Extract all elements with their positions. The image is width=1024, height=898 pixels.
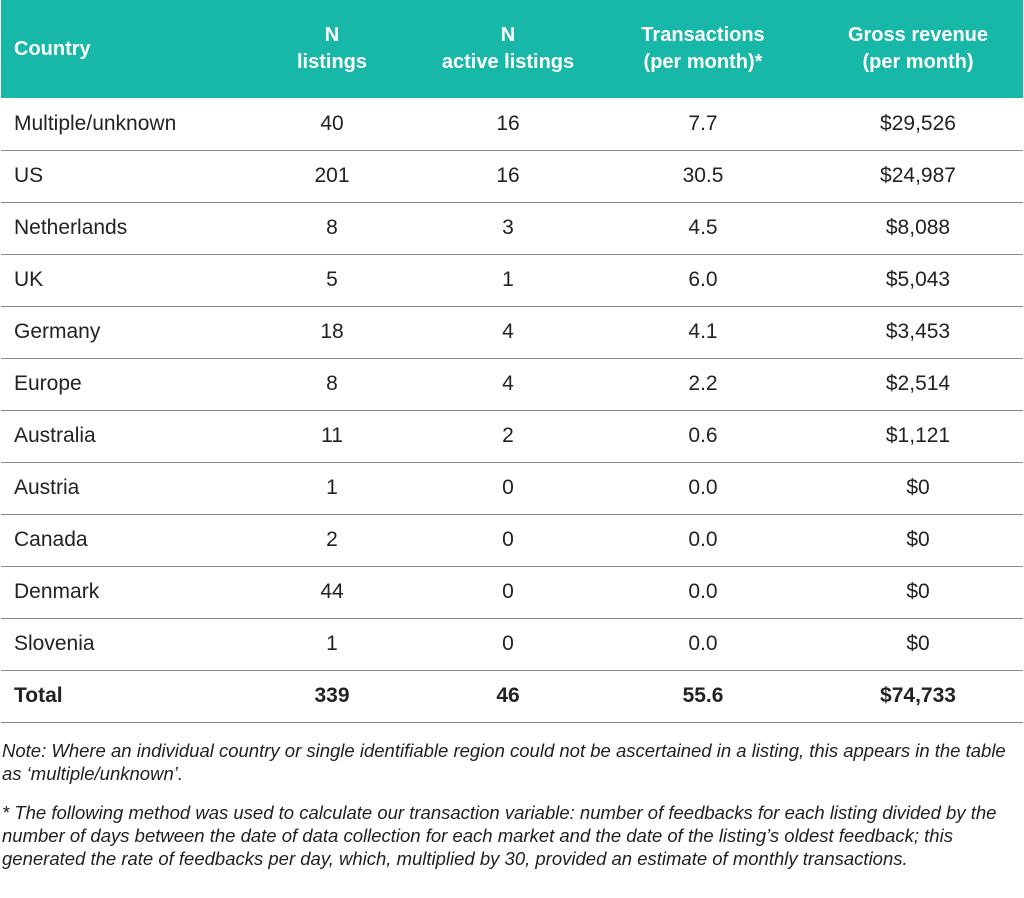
cell-transactions: 2.2 (688, 372, 718, 395)
cell-n-listings: 8 (326, 216, 338, 239)
cell-n-active: 4 (502, 372, 514, 395)
table-row: Denmark 44 0 0.0 $0 (1, 566, 1023, 618)
cell-country: US (14, 164, 44, 187)
cell-n-listings: 44 (320, 580, 344, 603)
table-row: Canada 2 0 0.0 $0 (1, 514, 1023, 566)
header-line: listings (296, 51, 367, 73)
cell-gross-revenue: $8,088 (885, 216, 951, 239)
cell-gross-revenue: $29,526 (880, 111, 956, 135)
cell-gross-revenue: $2,514 (885, 372, 951, 395)
cell-transactions: 4.5 (688, 216, 718, 239)
table-row: Australia 11 2 0.6 $1,121 (1, 410, 1023, 462)
table-row: Europe 8 4 2.2 $2,514 (1, 358, 1023, 410)
cell-n-listings: 11 (321, 424, 343, 447)
cell-gross-revenue: $1,121 (885, 424, 951, 447)
cell-n-listings: 201 (314, 164, 350, 187)
cell-n-active: 0 (502, 632, 514, 655)
header-line: (per month) (862, 51, 974, 73)
cell-n-listings: 2 (326, 528, 338, 551)
cell-country: Austria (14, 476, 80, 499)
cell-country: Slovenia (14, 632, 95, 655)
table-header: Country N listings N active listings Tra… (1, 0, 1023, 98)
cell-n-active: 16 (496, 164, 520, 187)
cell-transactions: 6.0 (688, 268, 718, 291)
cell-country: Total (14, 684, 63, 707)
cell-transactions: 0.6 (688, 424, 718, 447)
cell-country: UK (14, 268, 44, 291)
header-transactions: Transactions (per month)* (593, 0, 813, 98)
cell-gross-revenue: $74,733 (880, 684, 956, 707)
cell-n-listings: 18 (320, 320, 344, 343)
table-row: US 201 16 30.5 $24,987 (1, 150, 1023, 202)
cell-gross-revenue: $0 (906, 580, 930, 603)
cell-country: Netherlands (14, 216, 128, 239)
cell-country: Europe (14, 372, 82, 395)
cell-n-listings: 5 (326, 268, 338, 291)
cell-n-active: 2 (502, 424, 514, 447)
table-row: Slovenia 1 0 0.0 $0 (1, 618, 1023, 670)
cell-transactions: 30.5 (682, 164, 724, 187)
table-note: Note: Where an individual country or sin… (2, 739, 1006, 784)
cell-n-active: 0 (502, 528, 514, 551)
header-line: N (500, 24, 516, 46)
cell-country: Multiple/unknown (14, 111, 177, 135)
cell-n-active: 0 (502, 580, 514, 603)
table-row: Austria 1 0 0.0 $0 (1, 462, 1023, 514)
header-line: Country (14, 37, 91, 60)
cell-gross-revenue: $0 (906, 476, 930, 499)
cell-n-active: 16 (496, 111, 520, 135)
cell-n-active: 3 (502, 216, 514, 239)
header-country: Country (1, 0, 241, 98)
cell-n-listings: 8 (326, 372, 338, 395)
cell-transactions: 0.0 (688, 580, 718, 603)
cell-n-active: 4 (502, 320, 514, 343)
cell-country: Canada (14, 528, 88, 551)
cell-transactions: 0.0 (688, 476, 718, 499)
header-line: Gross revenue (847, 24, 989, 46)
cell-n-active: 1 (502, 268, 514, 291)
cell-gross-revenue: $5,043 (885, 268, 951, 291)
header-gross-revenue: Gross revenue (per month) (813, 0, 1023, 98)
cell-country: Australia (14, 424, 96, 447)
cell-n-active: 46 (496, 684, 520, 707)
table-row: Multiple/unknown 40 16 7.7 $29,526 (1, 98, 1023, 150)
cell-n-listings: 1 (326, 632, 338, 655)
cell-country: Germany (14, 320, 101, 343)
cell-transactions: 7.7 (688, 111, 718, 135)
header-row: Country N listings N active listings Tra… (1, 0, 1023, 98)
header-line: Transactions (641, 24, 765, 46)
data-table: Country N listings N active listings Tra… (1, 0, 1023, 723)
table-footnote: * The following method was used to calcu… (2, 801, 997, 869)
cell-n-listings: 1 (326, 476, 338, 499)
cell-n-listings: 40 (320, 111, 344, 135)
cell-gross-revenue: $0 (906, 632, 930, 655)
cell-gross-revenue: $3,453 (885, 320, 951, 343)
cell-gross-revenue: $0 (906, 528, 930, 551)
cell-n-active: 0 (502, 476, 514, 499)
table-row: UK 5 1 6.0 $5,043 (1, 254, 1023, 306)
table-row: Netherlands 8 3 4.5 $8,088 (1, 202, 1023, 254)
cell-transactions: 55.6 (682, 684, 724, 707)
cell-transactions: 4.1 (688, 320, 718, 343)
cell-n-listings: 339 (314, 684, 350, 707)
header-n-listings: N listings (241, 0, 423, 98)
notes-section: Note: Where an individual country or sin… (0, 723, 1024, 870)
table-body: Multiple/unknown 40 16 7.7 $29,526 US 201 16 30.… (1, 98, 1023, 722)
header-line: active listings (441, 51, 575, 73)
cell-transactions: 0.0 (688, 528, 718, 551)
header-line: (per month)* (643, 51, 763, 73)
header-line: N (324, 24, 340, 46)
cell-transactions: 0.0 (688, 632, 718, 655)
header-n-active-listings: N active listings (423, 0, 593, 98)
cell-gross-revenue: $24,987 (880, 164, 956, 187)
cell-country: Denmark (14, 580, 100, 603)
table-row: Germany 18 4 4.1 $3,453 (1, 306, 1023, 358)
total-row: Total 339 46 55.6 $74,733 (1, 670, 1023, 722)
